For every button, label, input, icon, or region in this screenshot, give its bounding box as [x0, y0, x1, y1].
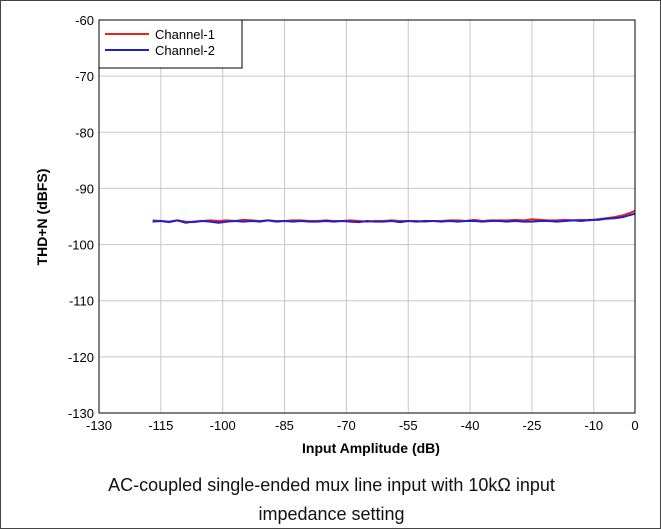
y-tick-label: -70: [75, 69, 94, 84]
caption-line-2: impedance setting: [258, 504, 405, 524]
thd-n-chart: -130 -115 -100 -85 -70 -55 -40 -25 -10 0 -60-70-8…: [34, 13, 639, 456]
x-tick-label: -25: [523, 418, 542, 433]
y-tick-labels: -60 -70 -80 -90 -100 -110 -120 -130: [68, 13, 94, 421]
x-tick-labels: -130 -115 -100 -85 -70 -55 -40 -25 -10 0: [86, 418, 639, 433]
x-tick-label: -10: [584, 418, 603, 433]
y-tick-label: -100: [68, 238, 94, 253]
plot-border: [98, 19, 636, 414]
y-axis-label: THD+N (dBFS): [34, 169, 50, 266]
series-lines: [152, 209, 636, 224]
x-tick-label: -40: [461, 418, 480, 433]
plot-area: [99, 20, 635, 413]
legend-box: [98, 19, 243, 69]
y-tick-label: -60: [75, 13, 94, 28]
series-line-channel-2: [152, 212, 636, 224]
x-tick-label: -85: [275, 418, 294, 433]
y-tick-label: -130: [68, 406, 94, 421]
legend-label-channel-1: Channel-1: [155, 27, 215, 42]
caption-line-1: AC-coupled single-ended mux line input w…: [108, 475, 555, 495]
y-tick-label: -80: [75, 125, 94, 140]
x-tick-label: -130: [86, 418, 112, 433]
x-tick-label: -115: [148, 418, 173, 433]
x-tick-label: -100: [210, 418, 236, 433]
x-tick-label: -55: [399, 418, 418, 433]
x-tick-label: 0: [631, 418, 638, 433]
legend-label-channel-2: Channel-2: [155, 43, 215, 58]
y-tick-label: -120: [68, 350, 94, 365]
x-tick-label: -70: [337, 418, 356, 433]
x-axis-label: Input Amplitude (dB): [302, 440, 440, 456]
y-tick-label: -90: [75, 181, 94, 196]
figure-caption: AC-coupled single-ended mux line input w…: [41, 471, 622, 529]
y-tick-label: -110: [69, 294, 94, 309]
